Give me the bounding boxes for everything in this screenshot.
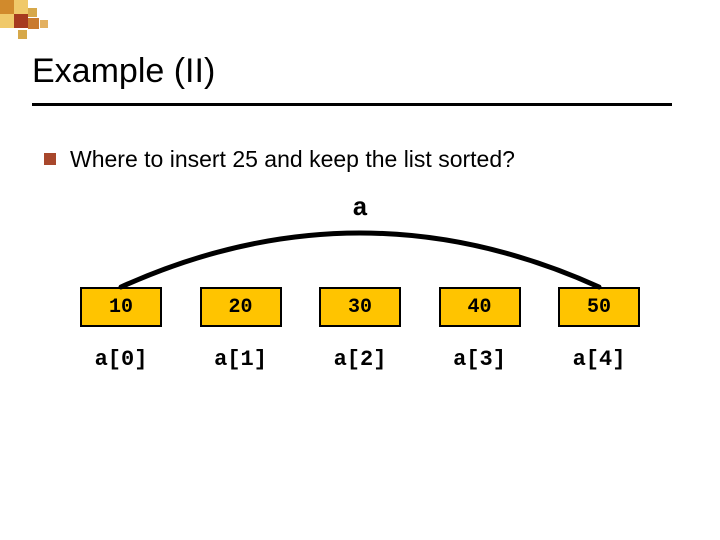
- deco-square: [14, 14, 28, 28]
- arc-container: [0, 223, 720, 293]
- deco-square: [40, 20, 48, 28]
- bullet-text: Where to insert 25 and keep the list sor…: [70, 146, 515, 173]
- array-name-label: a: [0, 193, 720, 223]
- title-block: Example (II): [0, 0, 720, 106]
- bullet-row: Where to insert 25 and keep the list sor…: [0, 106, 720, 173]
- array-index-label: a[4]: [558, 347, 640, 372]
- deco-square: [0, 14, 14, 28]
- deco-square: [28, 8, 37, 17]
- deco-square: [0, 0, 14, 14]
- array-index-label: a[3]: [439, 347, 521, 372]
- array-index-row: a[0] a[1] a[2] a[3] a[4]: [0, 347, 720, 372]
- deco-square: [18, 30, 27, 39]
- deco-square: [14, 0, 28, 14]
- deco-square: [28, 18, 39, 29]
- corner-decoration: [0, 0, 60, 40]
- array-index-label: a[0]: [80, 347, 162, 372]
- bullet-marker-icon: [44, 153, 56, 165]
- arc-svg: [0, 223, 720, 303]
- array-index-label: a[1]: [200, 347, 282, 372]
- array-index-label: a[2]: [319, 347, 401, 372]
- slide-title: Example (II): [32, 52, 688, 91]
